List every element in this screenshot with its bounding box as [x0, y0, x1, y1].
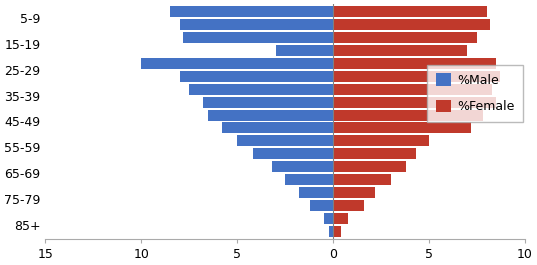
- Bar: [333, 148, 416, 159]
- Bar: [333, 187, 375, 198]
- Bar: [333, 84, 492, 95]
- Bar: [333, 122, 471, 133]
- Bar: [299, 187, 333, 198]
- Bar: [310, 200, 333, 211]
- Bar: [333, 45, 467, 56]
- Bar: [333, 97, 496, 108]
- Bar: [189, 84, 333, 95]
- Bar: [333, 6, 487, 17]
- Bar: [333, 135, 429, 146]
- Bar: [333, 58, 496, 69]
- Bar: [333, 109, 483, 121]
- Bar: [180, 19, 333, 30]
- Bar: [333, 226, 341, 237]
- Bar: [333, 19, 490, 30]
- Bar: [333, 200, 364, 211]
- Bar: [333, 71, 500, 82]
- Bar: [202, 97, 333, 108]
- Bar: [237, 135, 333, 146]
- Bar: [170, 6, 333, 17]
- Bar: [184, 32, 333, 43]
- Bar: [333, 213, 349, 224]
- Bar: [272, 161, 333, 172]
- Bar: [180, 71, 333, 82]
- Bar: [252, 148, 333, 159]
- Bar: [222, 122, 333, 133]
- Bar: [208, 109, 333, 121]
- Bar: [323, 213, 333, 224]
- Bar: [285, 174, 333, 185]
- Bar: [333, 32, 477, 43]
- Bar: [333, 161, 406, 172]
- Bar: [329, 226, 333, 237]
- Legend: %Male, %Female: %Male, %Female: [427, 65, 524, 122]
- Bar: [333, 174, 390, 185]
- Bar: [275, 45, 333, 56]
- Bar: [141, 58, 333, 69]
